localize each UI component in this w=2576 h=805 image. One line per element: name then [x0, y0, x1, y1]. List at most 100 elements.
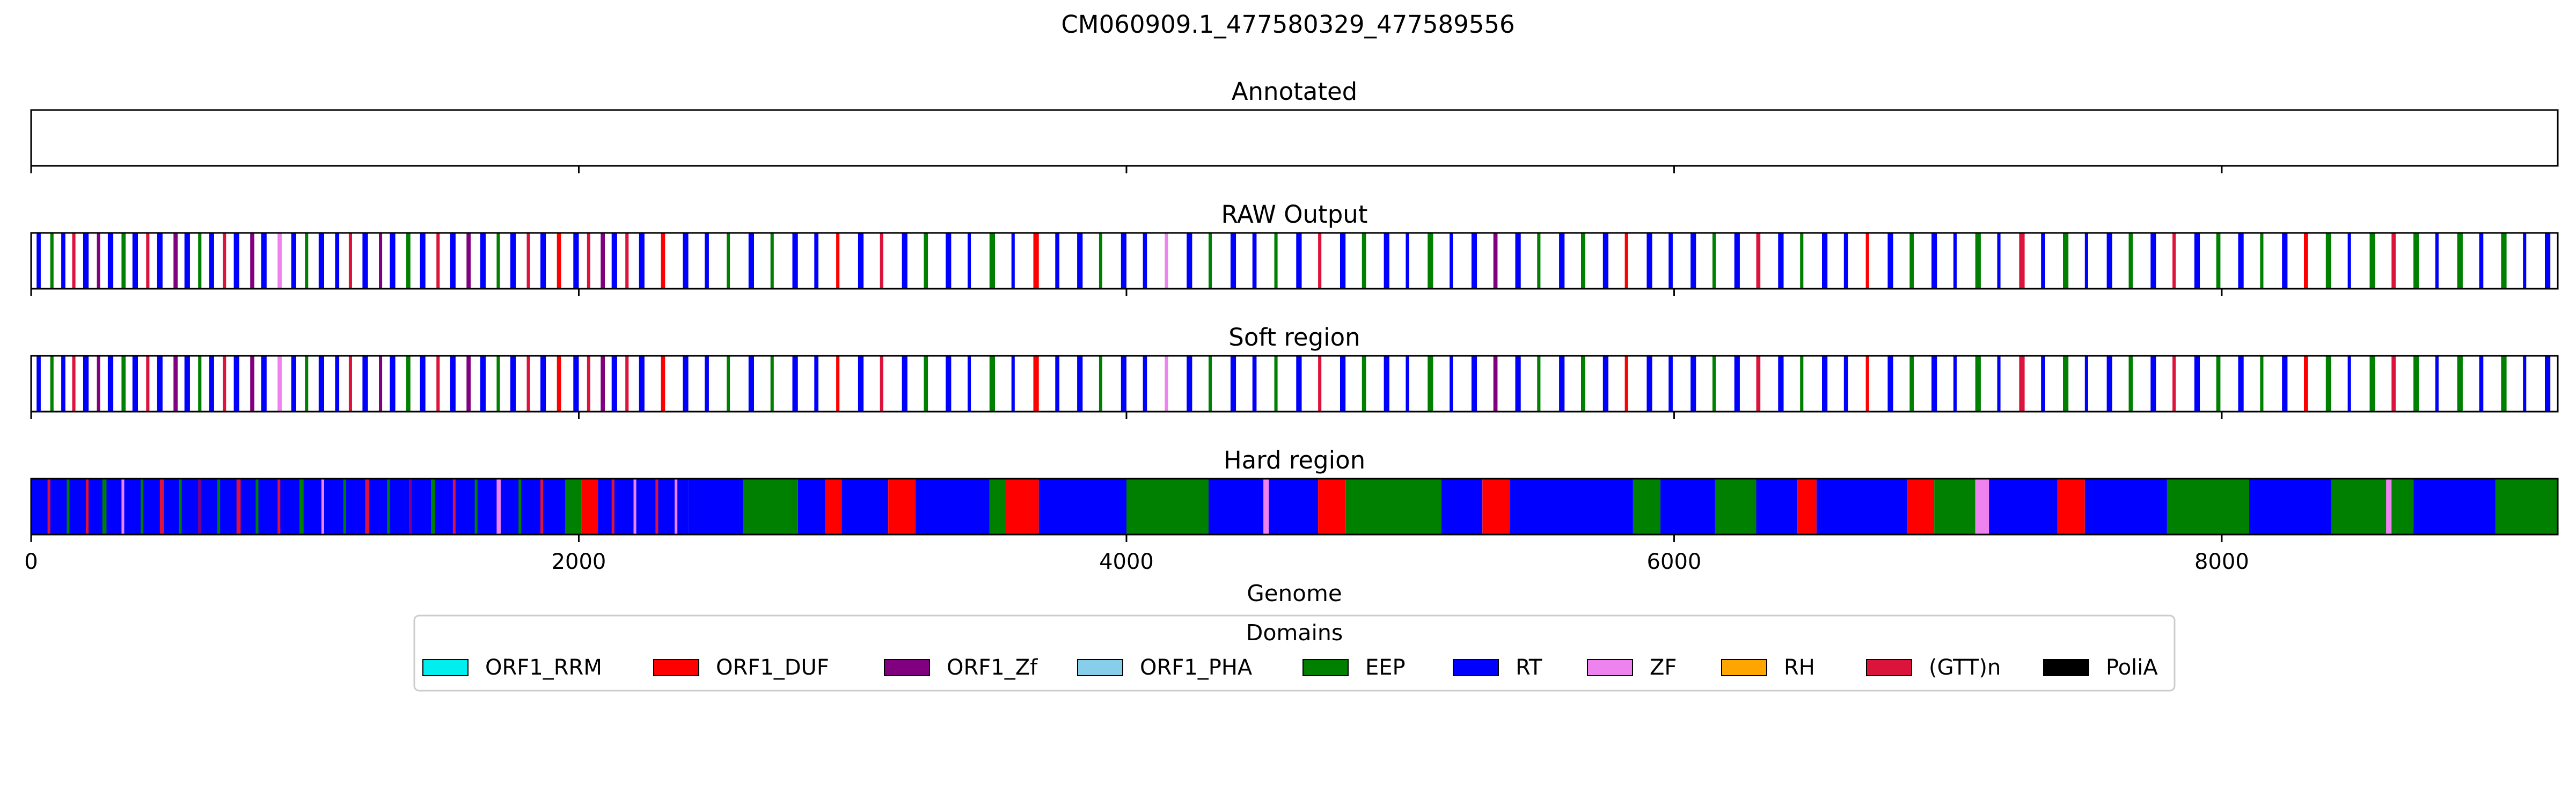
- segment-eep: [1428, 233, 1433, 289]
- segment-zf: [1165, 233, 1168, 289]
- track-ticks: [30, 166, 2223, 173]
- segment-rt: [107, 356, 114, 412]
- segment-orf1-duf: [825, 479, 842, 535]
- segment-rt: [450, 356, 456, 412]
- segment-eep: [2413, 356, 2419, 412]
- segment-rt: [1559, 233, 1565, 289]
- segment-rt: [2238, 356, 2244, 412]
- segment-rt: [1450, 233, 1453, 289]
- segment-rt: [36, 233, 41, 289]
- segment-eep: [2457, 356, 2463, 412]
- segment-eep: [989, 233, 995, 289]
- segment-eep: [1274, 233, 1278, 289]
- legend-label: EEP: [1365, 655, 1406, 680]
- segment-rt: [233, 233, 239, 289]
- segment-rt: [2545, 356, 2551, 412]
- track-frame: [30, 232, 2559, 290]
- segment-rt: [683, 233, 689, 289]
- segment-rt: [1843, 233, 1848, 289]
- segment-orf1-duf: [1797, 479, 1817, 535]
- segment-rt: [1822, 233, 1828, 289]
- segment-orf1-zf: [1493, 356, 1498, 412]
- segment-rt: [858, 356, 864, 412]
- segment-rt: [797, 479, 825, 535]
- segment-orf1-duf: [1865, 233, 1869, 289]
- segment-eep: [1209, 233, 1212, 289]
- segment-rt: [450, 233, 456, 289]
- segment-gtt-n: [436, 356, 440, 412]
- segment-rt: [2106, 356, 2112, 412]
- segment-gtt-n: [223, 356, 226, 412]
- segment-orf1-duf: [2304, 356, 2308, 412]
- segment-gtt-n: [236, 479, 241, 535]
- segment-rt: [814, 233, 818, 289]
- track-title: Soft region: [1228, 323, 1360, 352]
- segment-eep: [50, 356, 54, 412]
- legend: Domains ORF1_RRM ORF1_DUF ORF1_Zf ORF1_PHA E…: [413, 614, 2176, 692]
- segment-eep: [1126, 479, 1209, 535]
- segment-eep: [305, 356, 309, 412]
- segment-zf: [1975, 479, 1989, 535]
- segment-rt: [540, 233, 546, 289]
- segment-zf: [496, 479, 501, 535]
- segment-eep: [2128, 233, 2133, 289]
- segment-eep: [198, 233, 202, 289]
- legend-label: (GTT)n: [1929, 655, 2001, 680]
- segment-orf1-zf: [1493, 233, 1498, 289]
- segment-gtt-n: [880, 233, 883, 289]
- segment-eep: [2325, 356, 2331, 412]
- segment-rt: [261, 233, 267, 289]
- segment-orf1-duf: [1624, 233, 1628, 289]
- segment-eep: [2260, 233, 2264, 289]
- segment-rt: [1340, 233, 1346, 289]
- segment-rt: [1646, 356, 1652, 412]
- segment-rt: [2084, 356, 2088, 412]
- segment-gtt-n: [159, 479, 164, 535]
- segment-rt: [858, 233, 864, 289]
- x-tick-labels: 0 2000 4000 6000 8000: [24, 550, 2249, 574]
- track-segments: [36, 356, 2551, 412]
- segment-eep: [1362, 356, 1366, 412]
- segment-eep: [1800, 233, 1804, 289]
- track-ticks: [30, 412, 2223, 419]
- segment-eep: [2325, 233, 2331, 289]
- x-tick-label: 2000: [552, 550, 606, 574]
- segment-eep: [1633, 479, 1660, 535]
- segment-gtt-n: [146, 233, 150, 289]
- segment-rt: [1515, 233, 1521, 289]
- segment-rt: [1077, 356, 1083, 412]
- segment-rt: [2523, 356, 2527, 412]
- legend-entry-eep: EEP: [1302, 655, 1406, 680]
- segment-rt: [1931, 233, 1937, 289]
- segment-eep: [1099, 356, 1102, 412]
- segment-orf1-zf: [173, 233, 178, 289]
- segment-rt: [1038, 479, 1126, 535]
- segment-rt: [902, 233, 908, 289]
- segment-eep: [1345, 479, 1441, 535]
- segment-rt: [1296, 356, 1302, 412]
- segment-eep: [387, 479, 390, 535]
- track-title: Hard region: [1224, 446, 1365, 474]
- segment-rt: [2282, 356, 2288, 412]
- segment-rt: [2479, 356, 2484, 412]
- track-soft-region: Soft region: [30, 323, 2559, 419]
- segment-rt: [1077, 233, 1083, 289]
- segment-zf: [321, 479, 324, 535]
- segment-gtt-n: [436, 233, 440, 289]
- segment-gtt-n: [72, 233, 76, 289]
- segment-eep: [2167, 479, 2249, 535]
- segment-rt: [2435, 356, 2439, 412]
- segment-rt: [2150, 356, 2156, 412]
- segment-rt: [1055, 233, 1059, 289]
- segment-rt: [1252, 233, 1257, 289]
- segment-eep: [343, 479, 346, 535]
- segment-orf1-zf: [379, 356, 383, 412]
- segment-gtt-n: [1318, 356, 1322, 412]
- segment-rt: [157, 233, 163, 289]
- track-title: Annotated: [1232, 77, 1357, 106]
- segment-rt: [184, 356, 190, 412]
- segment-gtt-n: [348, 356, 352, 412]
- legend-label: ORF1_RRM: [485, 655, 602, 680]
- segment-rt: [1143, 356, 1147, 412]
- segment-eep: [1209, 356, 1212, 412]
